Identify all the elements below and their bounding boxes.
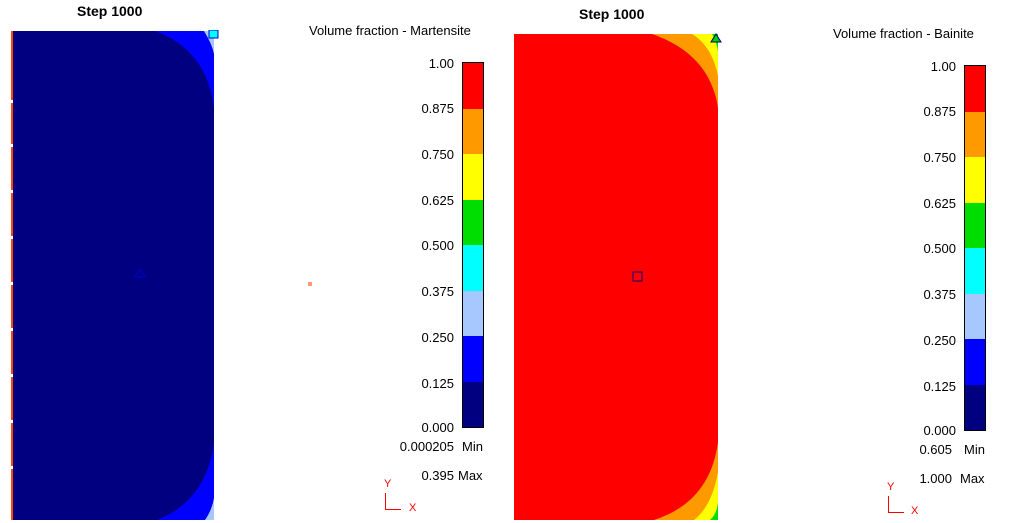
tick-label: 0.625 — [421, 193, 454, 208]
tick-label: 0.375 — [421, 284, 454, 299]
contour-plot-bainite[interactable] — [512, 32, 724, 522]
legend-title: Volume fraction - Martensite — [309, 23, 471, 38]
tick-label: 0.500 — [421, 238, 454, 253]
axis-y-line — [385, 493, 386, 510]
colorbar — [964, 65, 986, 431]
step-title: Step 1000 — [77, 3, 143, 19]
square-marker-icon — [632, 271, 643, 282]
max-label: Max — [458, 468, 483, 483]
tick-label: 0.875 — [923, 104, 956, 119]
tick-label: 0.125 — [923, 379, 956, 394]
legend-title: Volume fraction - Bainite — [833, 26, 974, 41]
axis-x-label: X — [409, 502, 417, 514]
colorbar — [462, 62, 484, 428]
tick-label: 0.000 — [421, 420, 454, 435]
axis-x-line — [385, 509, 401, 510]
min-value: 0.000205 — [399, 439, 454, 454]
max-label: Max — [960, 471, 985, 486]
tick-label: 0.125 — [421, 376, 454, 391]
min-label: Min — [964, 442, 985, 457]
step-title: Step 1000 — [579, 6, 645, 22]
min-label: Min — [462, 439, 483, 454]
origin-dot — [308, 282, 312, 286]
tick-label: 0.250 — [421, 330, 454, 345]
tick-label: 1.00 — [930, 59, 956, 74]
axis-y-label: Y — [887, 481, 895, 493]
tick-label: 0.750 — [923, 150, 956, 165]
axis-y-line — [888, 496, 889, 513]
tick-label: 0.000 — [923, 423, 956, 438]
axis-x-label: X — [911, 505, 919, 517]
axis-x-line — [888, 512, 904, 513]
triangle-marker-icon — [710, 33, 722, 43]
tick-label: 0.375 — [923, 287, 956, 302]
tick-label: 0.750 — [421, 147, 454, 162]
square-marker-icon — [208, 30, 219, 39]
max-value: 1.000 — [919, 471, 952, 486]
max-value: 0.395 — [421, 468, 454, 483]
tick-label: 0.875 — [421, 101, 454, 116]
triangle-marker-icon — [134, 268, 146, 278]
contour-plot-martensite[interactable] — [7, 30, 219, 522]
axis-y-label: Y — [384, 478, 392, 490]
tick-label: 0.250 — [923, 333, 956, 348]
tick-label: 0.500 — [923, 241, 956, 256]
min-value: 0.605 — [919, 442, 952, 457]
tick-label: 0.625 — [923, 196, 956, 211]
tick-label: 1.00 — [428, 56, 454, 71]
